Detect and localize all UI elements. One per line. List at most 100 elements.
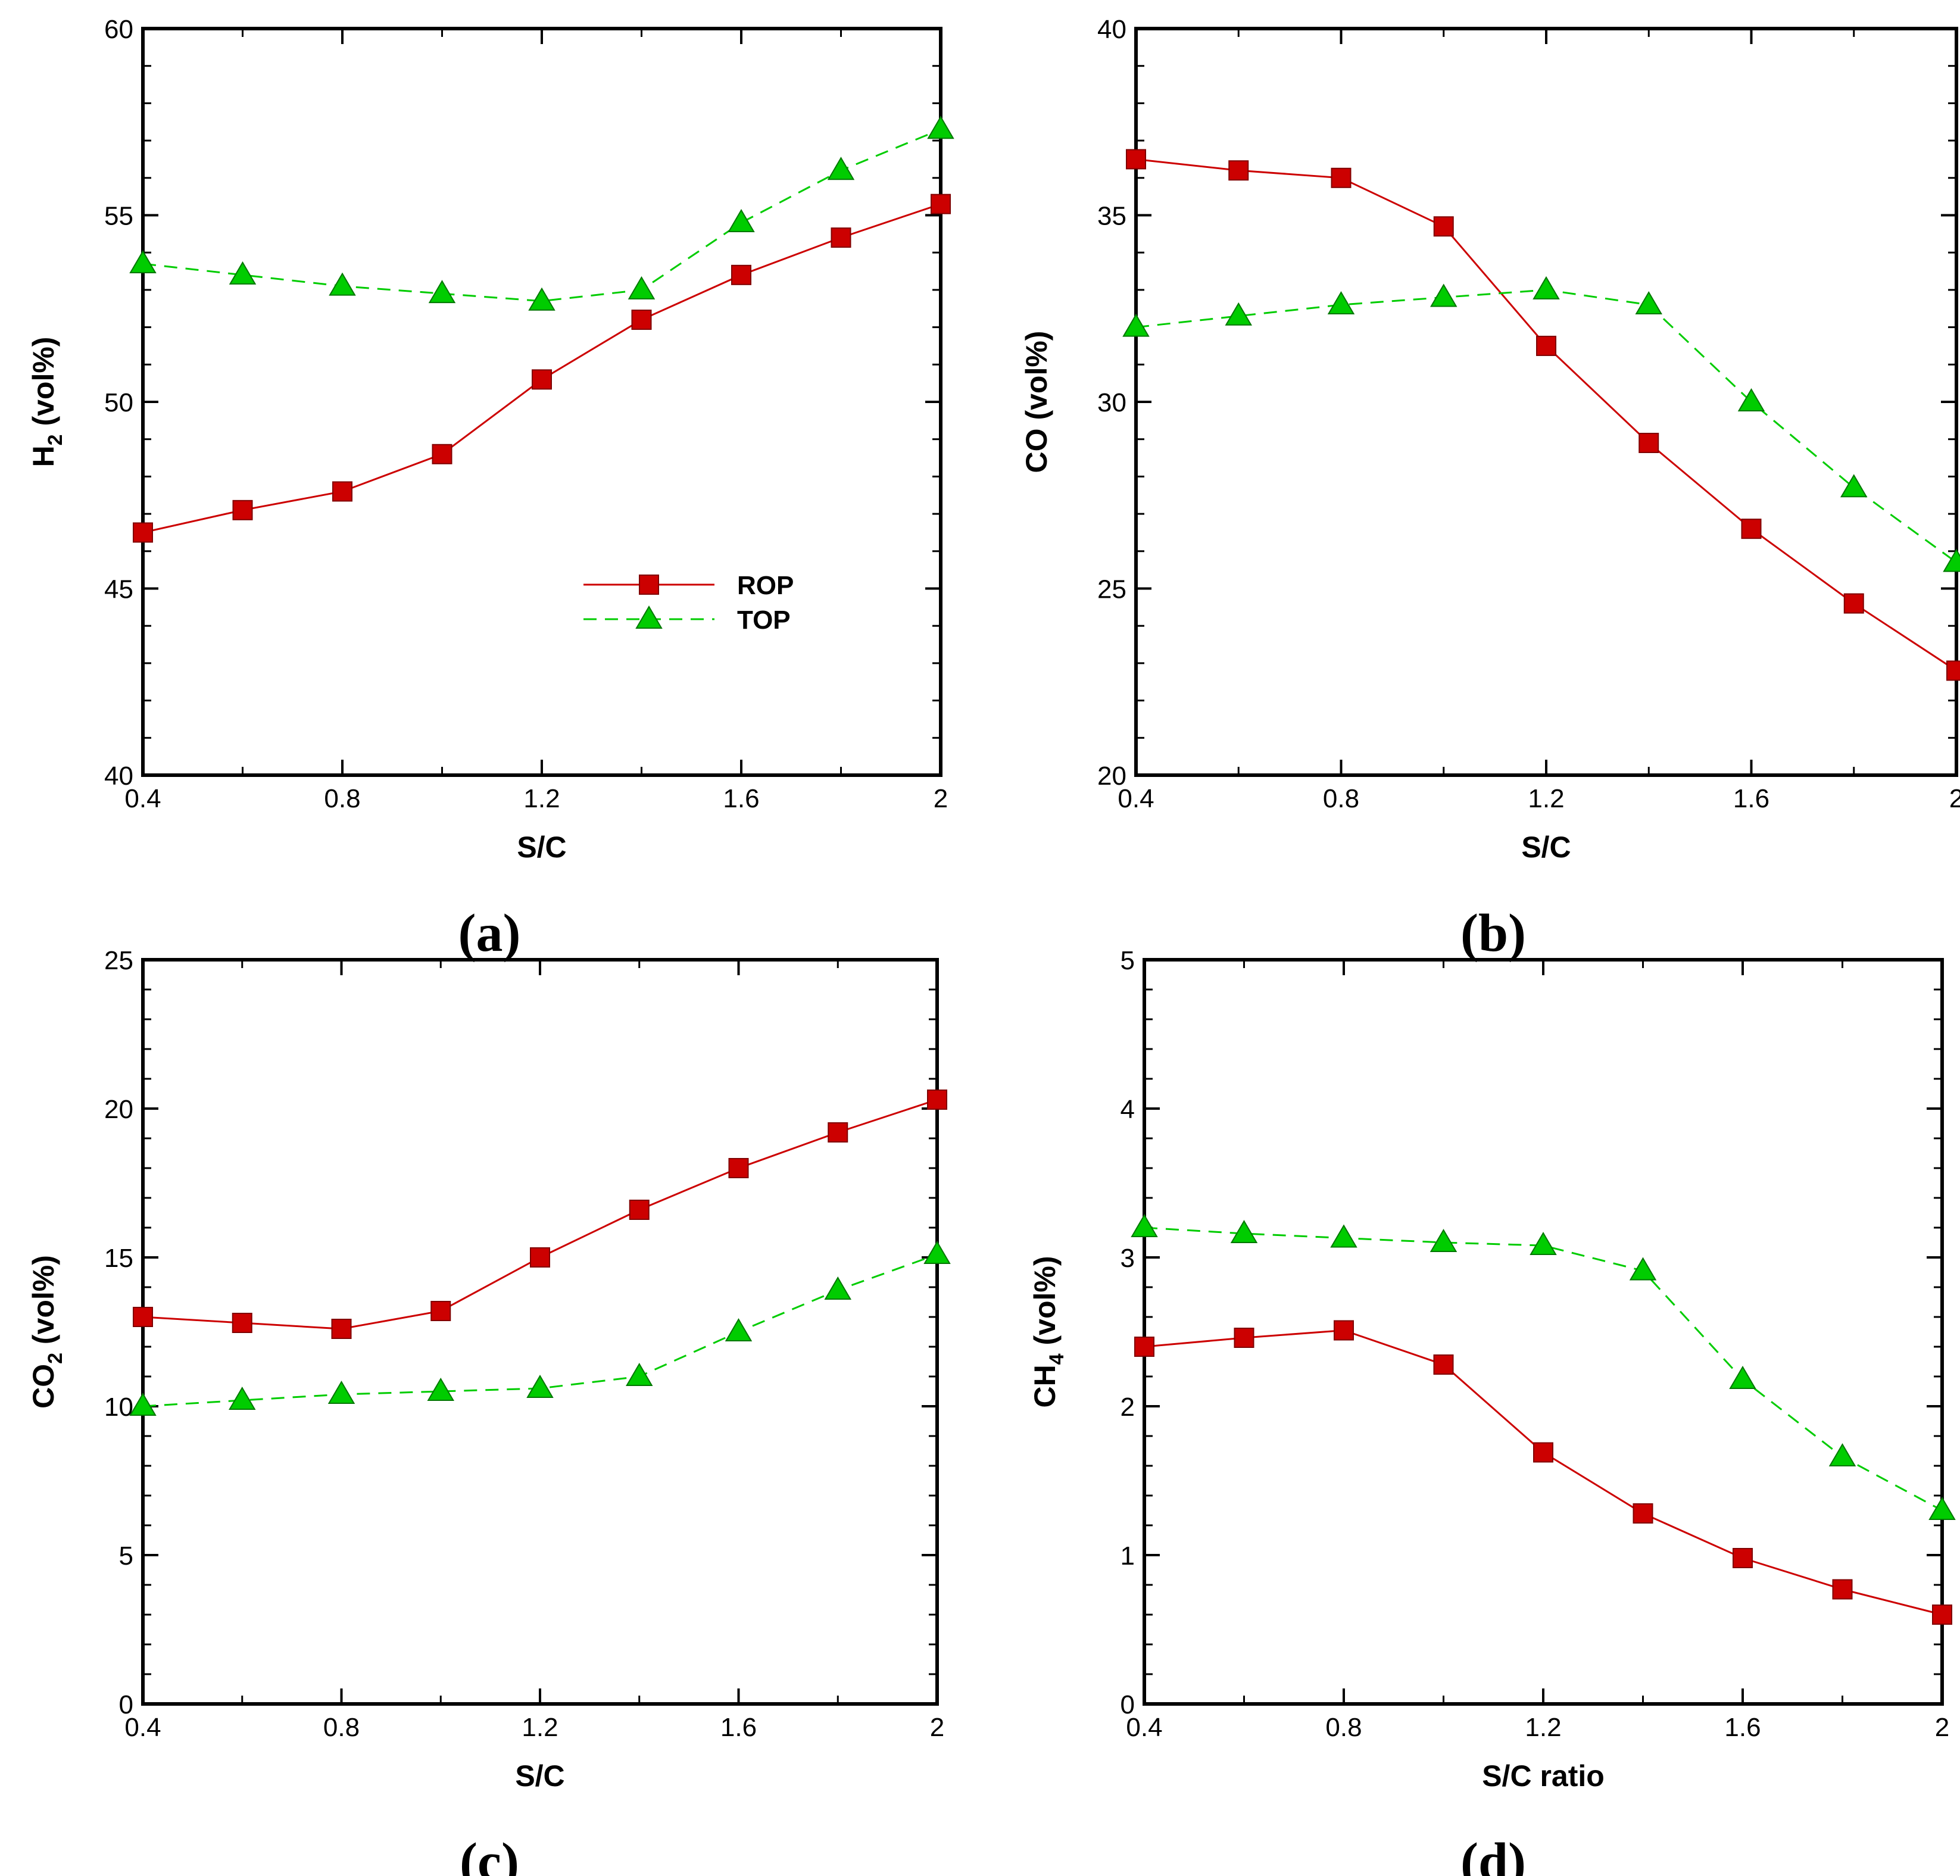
data-point-c-rop-3 [430,1301,451,1321]
data-point-d-rop-8 [1932,1605,1952,1625]
x-tick-label-a-3: 1.6 [723,784,759,813]
y-tick-label-a-1: 45 [104,575,133,604]
data-point-d-top-3 [1430,1229,1457,1252]
plot-frame-c [141,958,939,1706]
series-line-c-rop [142,1098,938,1330]
plot-frame-b [1134,27,1958,777]
data-point-b-top-6 [1737,388,1765,411]
y-tick-label-c-0: 0 [119,1690,133,1719]
y-tick-label-a-3: 55 [104,202,133,231]
x-tick-label-d-2: 1.2 [1525,1713,1561,1742]
x-tick-label-a-0: 0.4 [124,784,161,813]
x-axis-title-d: S/C ratio [1482,1759,1605,1793]
data-point-c-top-5 [626,1363,653,1386]
x-axis-title-b: S/C [1521,831,1571,864]
data-point-b-rop-5 [1638,432,1659,453]
plot-frame-d [1143,958,1944,1706]
y-tick-label-c-5: 25 [104,946,133,975]
y-tick-label-c-1: 5 [119,1541,133,1571]
y-tick-label-b-4: 40 [1097,15,1126,44]
y-tick-label-c-4: 20 [104,1095,133,1124]
y-tick-label-c-3: 15 [104,1244,133,1273]
y-tick-label-b-3: 35 [1097,202,1126,231]
y-tick-label-b-1: 25 [1097,575,1126,604]
data-point-b-top-2 [1327,291,1355,314]
legend-label-top: TOP [737,605,791,635]
data-point-a-top-8 [927,116,954,139]
y-tick-label-a-4: 60 [104,15,133,44]
x-tick-label-a-4: 2 [934,784,948,813]
y-axis-title-main-d: CH [1028,1365,1062,1407]
chart-panel-b: 0.4 0.8 1.2 1.6 2 20 25 30 35 40 S/C CO (vol%) (b) [1020,15,1960,963]
data-point-a-top-0 [129,250,157,274]
data-point-b-top-3 [1430,283,1457,307]
y-axis-title-main-c: CO [27,1364,60,1409]
legend-marker-top [635,605,663,629]
data-point-b-rop-8 [1946,660,1960,681]
y-axis-title-sub-a: 2 [44,434,67,445]
data-point-b-top-1 [1225,302,1252,326]
data-point-d-top-7 [1828,1443,1856,1466]
data-point-b-top-7 [1840,474,1868,498]
data-point-c-top-4 [526,1375,554,1398]
data-point-c-top-8 [923,1241,951,1264]
y-axis-title-rest-c: (vol%) [27,1255,60,1353]
y-tick-label-d-5: 5 [1121,946,1135,975]
series-line-a-top [142,128,941,302]
data-point-c-top-1 [229,1387,256,1410]
data-point-d-rop-7 [1832,1579,1853,1600]
data-point-a-top-2 [329,272,356,296]
data-point-b-rop-6 [1741,519,1762,539]
data-point-d-top-8 [1928,1497,1956,1520]
x-tick-label-c-3: 1.6 [720,1713,757,1742]
x-tick-label-d-4: 2 [1935,1713,1949,1742]
x-tick-label-b-0: 0.4 [1118,784,1154,813]
y-tick-label-a-2: 50 [104,388,133,417]
data-point-c-top-2 [327,1381,355,1404]
y-axis-title-rest-a: (vol%) [27,337,60,435]
data-point-c-rop-7 [828,1122,848,1143]
data-point-b-rop-1 [1228,160,1249,181]
y-tick-label-a-0: 40 [104,761,133,791]
data-point-c-top-3 [427,1378,454,1401]
y-tick-label-b-0: 20 [1097,761,1126,791]
y-axis-title-rest-d: (vol%) [1028,1256,1062,1353]
x-tick-label-d-3: 1.6 [1724,1713,1761,1742]
y-axis-title-sub-d: 4 [1045,1353,1068,1365]
y-axis-title-sub-c: 2 [44,1353,67,1364]
legend-marker-rop [639,575,659,595]
data-point-b-rop-7 [1843,593,1864,614]
series-line-d-top [1144,1226,1943,1512]
data-point-b-top-4 [1533,276,1560,299]
data-point-c-rop-6 [728,1158,749,1178]
y-axis-title-d: CH4 (vol%) [1028,1256,1068,1407]
x-tick-label-b-1: 0.8 [1323,784,1359,813]
y-axis-title-b: CO (vol%) [1020,331,1053,473]
data-point-c-rop-0 [133,1307,153,1327]
data-point-b-rop-4 [1536,335,1556,356]
data-point-d-top-4 [1530,1232,1557,1255]
data-point-a-rop-5 [631,310,652,330]
data-point-c-rop-2 [331,1319,352,1339]
panel-label-c: (c) [460,1833,519,1876]
data-point-b-rop-0 [1126,149,1146,170]
legend: ROP TOP [583,571,794,635]
y-tick-label-d-1: 1 [1121,1541,1135,1571]
y-tick-label-d-4: 4 [1121,1095,1135,1124]
data-point-d-top-5 [1629,1257,1657,1281]
data-point-d-rop-6 [1733,1548,1753,1568]
x-tick-label-b-2: 1.2 [1528,784,1564,813]
legend-label-rop: ROP [737,571,794,600]
data-point-a-rop-3 [432,444,452,464]
y-axis-title-rest-b: (vol%) [1020,331,1053,429]
panel-label-b: (b) [1460,904,1526,963]
data-point-a-top-4 [528,287,555,311]
x-tick-label-b-4: 2 [1949,784,1960,813]
panel-label-a: (a) [458,904,521,963]
y-axis-title-main-a: H [27,445,60,467]
data-point-c-top-6 [725,1318,753,1341]
series-line-b-top [1135,289,1957,563]
x-axis-title-a: S/C [517,831,566,864]
